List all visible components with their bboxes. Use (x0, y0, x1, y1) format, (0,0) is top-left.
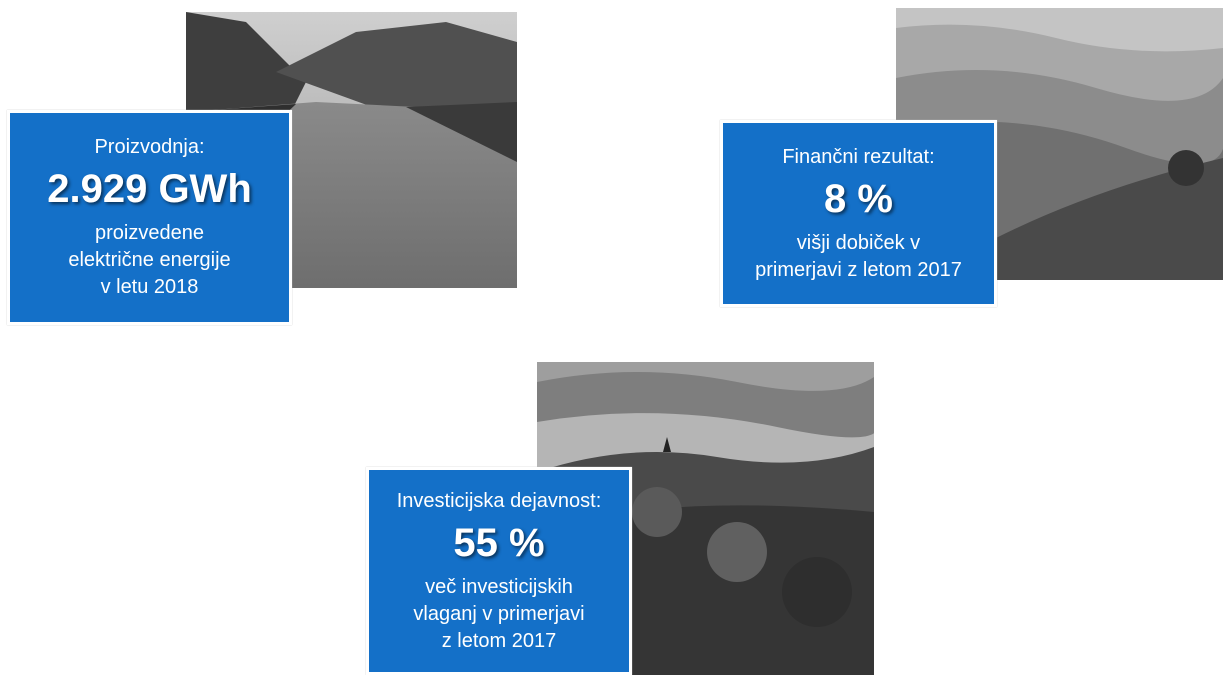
card-text: proizvedene (95, 222, 204, 244)
card-label: Investicijska dejavnost: (396, 489, 602, 512)
card: Investicijska dejavnost: 55 % več invest… (366, 467, 632, 675)
card-label: Proizvodnja: (94, 136, 205, 158)
card-value: 2.929 GWh (47, 167, 252, 211)
card: Finančni rezultat: 8 % višji dobiček v p… (720, 120, 997, 307)
card-text: višji dobiček v (796, 231, 921, 254)
card-label: Finančni rezultat: (782, 145, 935, 168)
card-value: 55 % (453, 520, 545, 565)
card-text: v letu 2018 (100, 276, 199, 298)
card-text: vlaganj v primerjavi (413, 602, 585, 625)
card-text: primerjavi z letom 2017 (755, 258, 962, 281)
card-text: več investicijskih (425, 575, 573, 598)
card-value: 8 % (824, 176, 893, 221)
card-text: električne energije (68, 249, 231, 271)
card: Proizvodnja: 2.929 GWh proizvedene elekt… (7, 110, 292, 325)
card-text: z letom 2017 (441, 629, 557, 652)
